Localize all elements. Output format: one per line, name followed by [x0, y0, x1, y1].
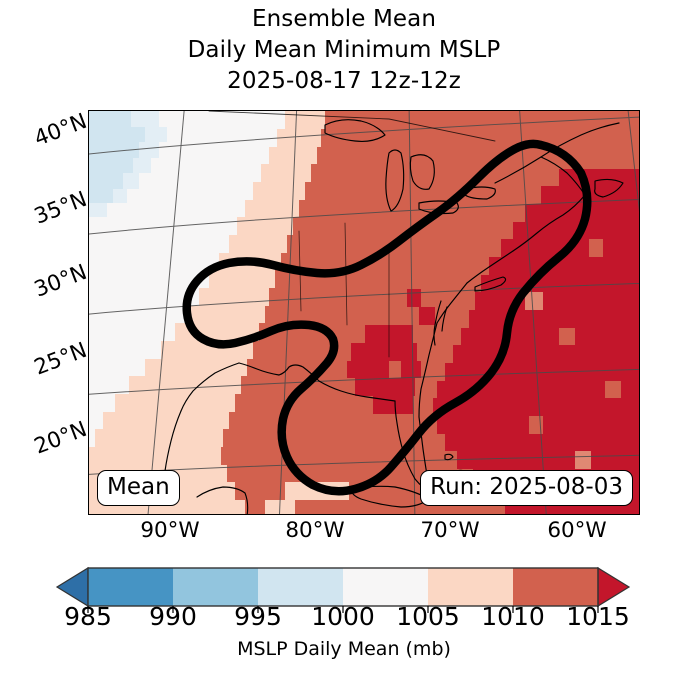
colorbar-tick-985: 985 — [64, 602, 112, 631]
map-panel[interactable]: Mean Run: 2025-08-03 — [88, 110, 640, 515]
lat-tick-25N: 25°N — [30, 337, 91, 381]
contour-1015mb — [182, 139, 592, 496]
colorbar-band-990-995 — [173, 568, 258, 606]
lat-tick-35N: 35°N — [30, 186, 91, 230]
colorbar-tick-1010: 1010 — [481, 602, 545, 631]
title-line-1: Ensemble Mean — [251, 6, 437, 32]
colorbar-band-1005-1010 — [428, 568, 513, 606]
colorbar-band-1000-1005 — [343, 568, 428, 606]
lon-tick-90W: 90°W — [140, 518, 200, 543]
lon-tick-60W: 60°W — [547, 518, 607, 543]
colorbar-tick-1015: 1015 — [566, 602, 630, 631]
colorbar: 985 990 995 1000 1005 1010 1015 MSLP Dai… — [0, 560, 688, 674]
colorbar-tick-1000: 1000 — [311, 602, 375, 631]
lon-tick-80W: 80°W — [285, 518, 345, 543]
title-line-2: Daily Mean Minimum MSLP — [187, 37, 501, 63]
lat-tick-30N: 30°N — [30, 259, 91, 303]
colorbar-extend-min — [55, 566, 89, 608]
colorbar-swatches — [55, 566, 631, 613]
colorbar-band-1010-1015 — [513, 568, 598, 606]
run-date-annotation-box: Run: 2025-08-03 — [420, 470, 633, 506]
title-line-3: 2025-08-17 12z-12z — [227, 68, 461, 94]
lat-tick-20N: 20°N — [30, 416, 91, 460]
colorbar-tick-1005: 1005 — [396, 602, 460, 631]
lat-tick-40N: 40°N — [30, 108, 91, 152]
mean-annotation-box: Mean — [97, 470, 180, 506]
colorbar-tick-990: 990 — [149, 602, 197, 631]
colorbar-extend-max — [597, 566, 631, 608]
colorbar-axis-label: MSLP Daily Mean (mb) — [237, 638, 451, 660]
colorbar-band-985-990 — [88, 568, 173, 606]
mslp-filled-contour-map — [89, 111, 639, 514]
colorbar-band-995-1000 — [258, 568, 343, 606]
lon-tick-70W: 70°W — [420, 518, 480, 543]
chart-title: Ensemble Mean Daily Mean Minimum MSLP 20… — [0, 4, 688, 97]
colorbar-tick-995: 995 — [234, 602, 282, 631]
